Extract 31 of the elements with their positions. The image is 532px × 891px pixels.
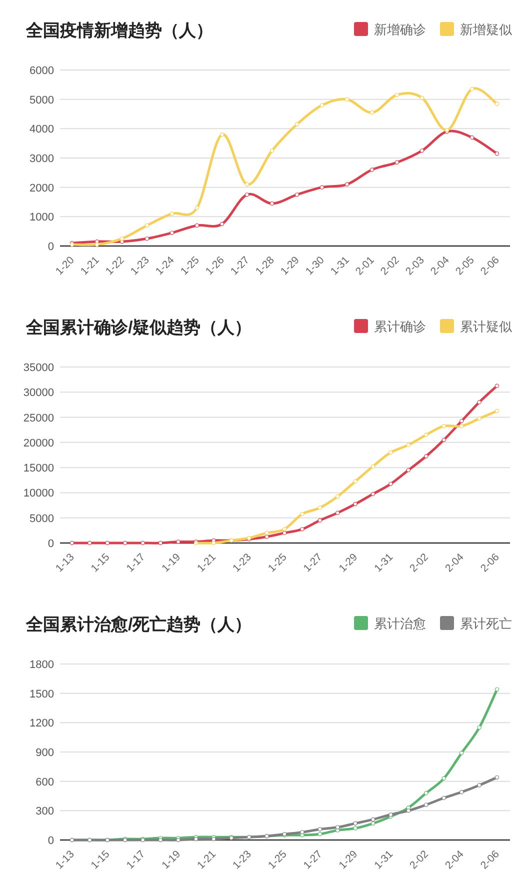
y-tick-label: 25000 <box>23 412 54 424</box>
chart-title: 全国累计治愈/死亡趋势（人） <box>25 615 252 634</box>
y-tick-label: 900 <box>36 747 54 759</box>
y-tick-label: 0 <box>48 241 54 253</box>
y-tick-label: 3000 <box>30 153 54 165</box>
y-tick-label: 6000 <box>30 65 54 77</box>
y-tick-label: 15000 <box>23 462 54 475</box>
y-tick-label: 10000 <box>23 488 54 500</box>
legend-label: 累计治愈 <box>374 616 426 631</box>
y-tick-label: 0 <box>48 835 54 847</box>
chart-title: 全国累计确诊/疑似趋势（人） <box>25 318 252 337</box>
y-tick-label: 30000 <box>23 387 54 400</box>
y-tick-label: 300 <box>36 806 54 818</box>
legend-label: 累计确诊 <box>374 319 426 334</box>
y-tick-label: 1500 <box>30 688 54 700</box>
y-tick-label: 2000 <box>30 182 54 194</box>
y-tick-label: 35000 <box>23 362 54 374</box>
legend-label: 累计死亡 <box>460 616 512 631</box>
y-tick-label: 600 <box>36 776 54 788</box>
y-tick-label: 1200 <box>30 718 54 730</box>
y-tick-label: 1800 <box>30 659 54 671</box>
y-tick-label: 20000 <box>23 437 54 450</box>
chart-title: 全国疫情新增趋势（人） <box>25 21 213 40</box>
y-tick-label: 1000 <box>30 212 54 224</box>
legend-label: 新增确诊 <box>374 22 426 37</box>
y-tick-label: 4000 <box>30 124 54 136</box>
y-tick-label: 5000 <box>30 94 54 106</box>
legend-label: 新增疑似 <box>460 22 512 37</box>
y-tick-label: 0 <box>48 538 54 550</box>
legend-label: 累计疑似 <box>460 319 512 334</box>
y-tick-label: 5000 <box>30 512 54 525</box>
